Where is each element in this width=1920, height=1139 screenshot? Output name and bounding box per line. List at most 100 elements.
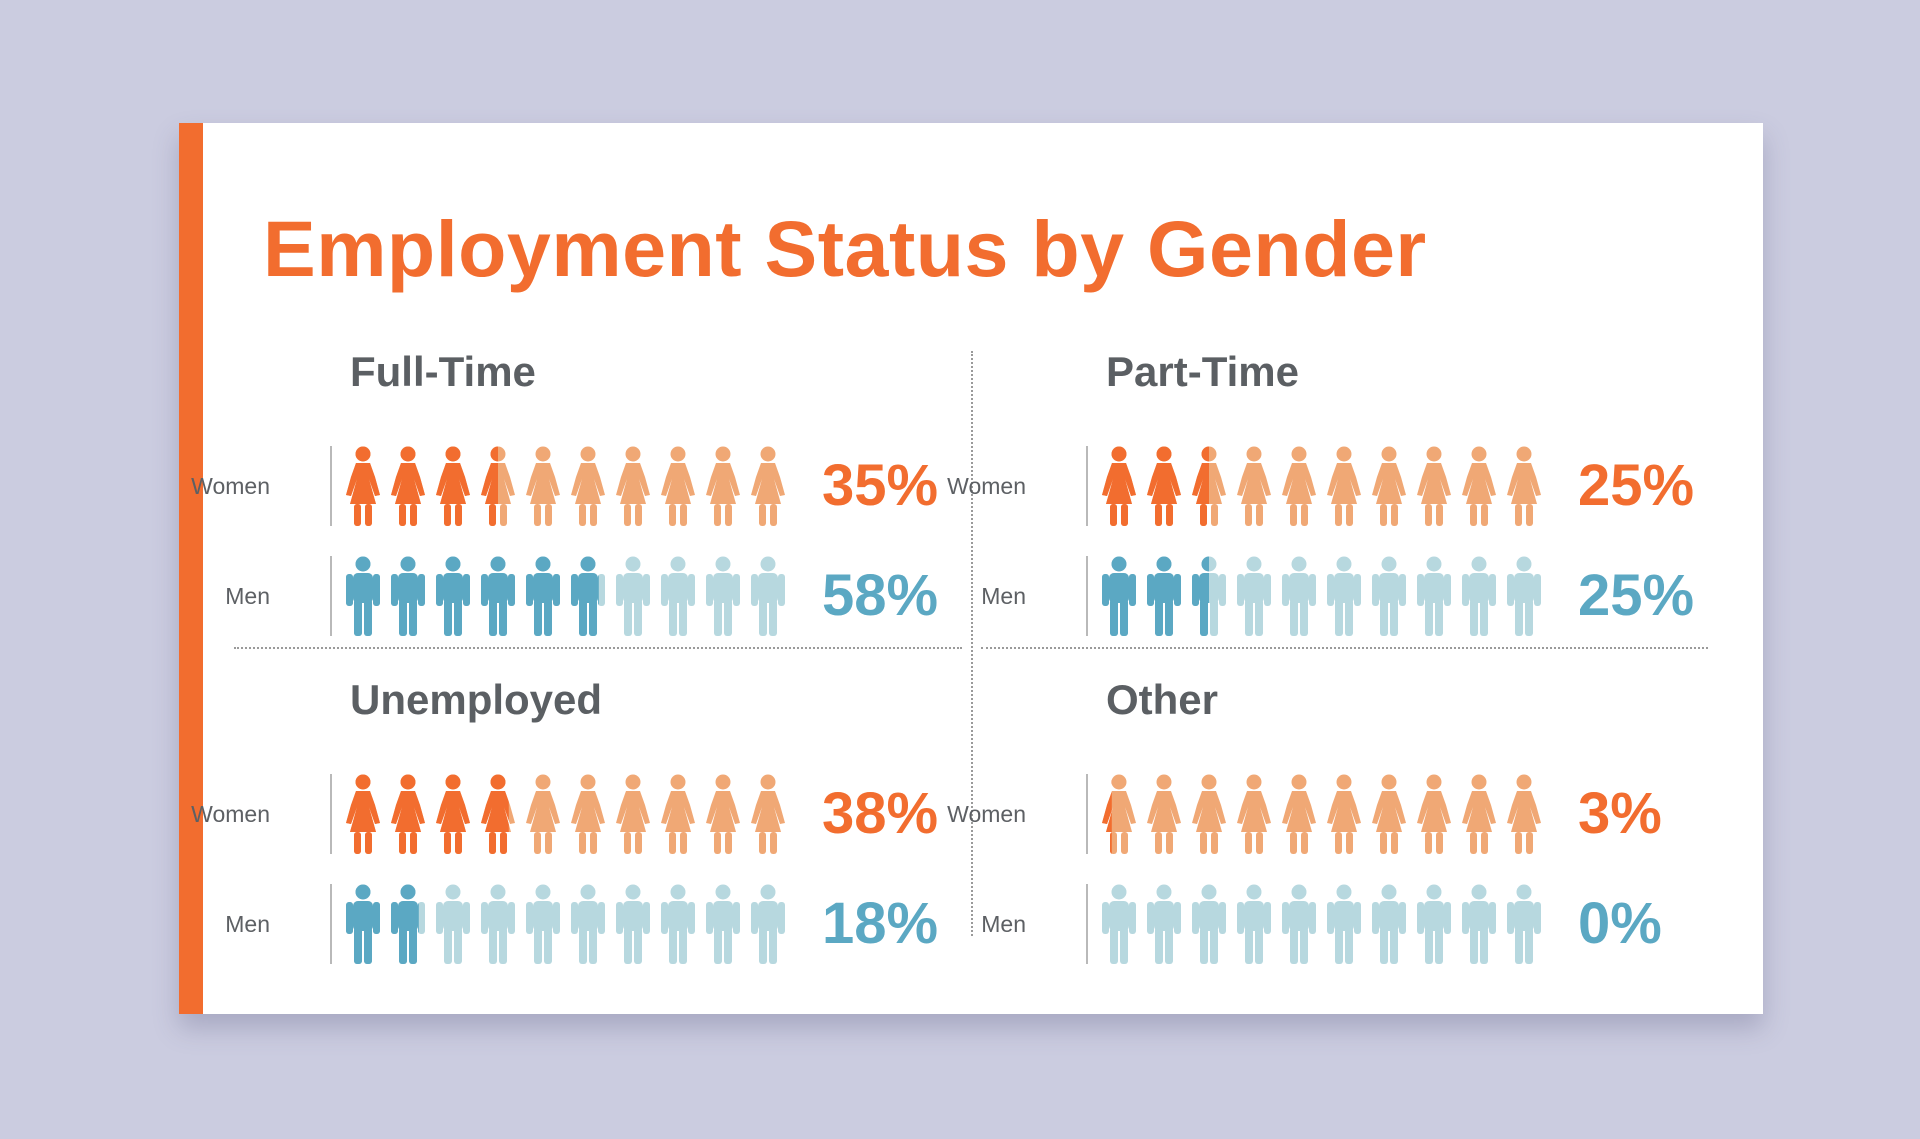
woman-icon — [346, 446, 380, 526]
man-icon — [706, 884, 740, 964]
woman-icon — [706, 446, 740, 526]
woman-icon — [481, 774, 515, 854]
woman-icon — [526, 774, 560, 854]
row-value: 3% — [1578, 781, 1662, 846]
woman-icon — [751, 774, 785, 854]
panel-other: Other Women 3% Men 0% — [936, 676, 1662, 966]
icon-strip — [1102, 556, 1541, 636]
woman-icon — [706, 774, 740, 854]
woman-icon — [1327, 774, 1361, 854]
woman-icon — [751, 446, 785, 526]
row-rule — [1086, 446, 1088, 526]
row-men: Men 0% — [936, 882, 1662, 966]
woman-icon — [1462, 774, 1496, 854]
vertical-divider — [971, 351, 973, 936]
man-icon — [526, 884, 560, 964]
row-label: Women — [947, 801, 1026, 827]
panel-title: Part-Time — [1106, 348, 1299, 395]
icon-strip — [346, 446, 785, 526]
panel-part-time: Part-Time Women 25% Men 25% — [936, 348, 1694, 638]
icon-strip — [1102, 446, 1541, 526]
row-rule — [1086, 774, 1088, 854]
woman-icon — [526, 446, 560, 526]
man-icon — [436, 556, 470, 636]
woman-icon — [391, 446, 425, 526]
man-icon — [661, 556, 695, 636]
panel-unemployed: Unemployed Women 38% Men 18% — [180, 676, 938, 966]
woman-icon — [1237, 446, 1271, 526]
woman-icon — [661, 446, 695, 526]
row-value: 25% — [1578, 453, 1695, 518]
row-women: Women 3% — [936, 772, 1662, 856]
row-women: Women 35% — [180, 444, 938, 528]
woman-icon — [661, 774, 695, 854]
woman-icon — [1372, 774, 1406, 854]
row-label: Men — [225, 911, 270, 937]
row-label: Women — [947, 473, 1026, 499]
woman-icon — [571, 446, 605, 526]
woman-icon — [1192, 774, 1226, 854]
icon-strip — [346, 884, 785, 964]
man-icon — [391, 884, 425, 964]
woman-icon — [1507, 446, 1541, 526]
icon-strip — [1102, 884, 1541, 964]
man-icon — [571, 556, 605, 636]
row-rule — [330, 556, 332, 636]
row-rule — [330, 774, 332, 854]
woman-icon — [346, 774, 380, 854]
woman-icon — [1102, 774, 1136, 854]
row-value: 18% — [822, 891, 939, 956]
row-men: Men 58% — [180, 554, 938, 638]
man-icon — [436, 884, 470, 964]
panel-full-time: Full-Time Women 35% Men 58% — [180, 348, 938, 638]
woman-icon — [1507, 774, 1541, 854]
row-value: 58% — [822, 563, 939, 628]
row-rule — [1086, 884, 1088, 964]
man-icon — [751, 884, 785, 964]
man-icon — [1417, 884, 1451, 964]
woman-icon — [616, 446, 650, 526]
man-icon — [481, 556, 515, 636]
man-icon — [1507, 884, 1541, 964]
woman-icon — [571, 774, 605, 854]
horizontal-divider-left — [234, 647, 962, 649]
man-icon — [1462, 556, 1496, 636]
icon-strip — [1102, 774, 1541, 854]
man-icon — [481, 884, 515, 964]
row-rule — [330, 884, 332, 964]
woman-icon — [1462, 446, 1496, 526]
man-icon — [661, 884, 695, 964]
man-icon — [1147, 556, 1181, 636]
woman-icon — [1417, 446, 1451, 526]
row-rule — [330, 446, 332, 526]
man-icon — [1192, 884, 1226, 964]
row-label: Women — [191, 801, 270, 827]
man-icon — [1237, 556, 1271, 636]
chart-title: Employment Status by Gender — [263, 204, 1427, 293]
woman-icon — [1237, 774, 1271, 854]
woman-icon — [1147, 774, 1181, 854]
man-icon — [1327, 884, 1361, 964]
row-women: Women 25% — [936, 444, 1694, 528]
row-men: Men 18% — [180, 882, 938, 966]
row-label: Men — [225, 583, 270, 609]
infographic-card: Employment Status by Gender Full-Time Wom… — [179, 123, 1763, 1014]
row-value: 0% — [1578, 891, 1662, 956]
row-rule — [1086, 556, 1088, 636]
man-icon — [526, 556, 560, 636]
row-women: Women 38% — [180, 772, 938, 856]
man-icon — [616, 884, 650, 964]
panel-title: Unemployed — [350, 676, 603, 723]
woman-icon — [481, 446, 515, 526]
man-icon — [1417, 556, 1451, 636]
man-icon — [706, 556, 740, 636]
man-icon — [1282, 884, 1316, 964]
row-value: 25% — [1578, 563, 1695, 628]
woman-icon — [1102, 446, 1136, 526]
row-label: Women — [191, 473, 270, 499]
woman-icon — [616, 774, 650, 854]
man-icon — [1192, 556, 1226, 636]
man-icon — [1372, 884, 1406, 964]
man-icon — [1372, 556, 1406, 636]
woman-icon — [1282, 446, 1316, 526]
